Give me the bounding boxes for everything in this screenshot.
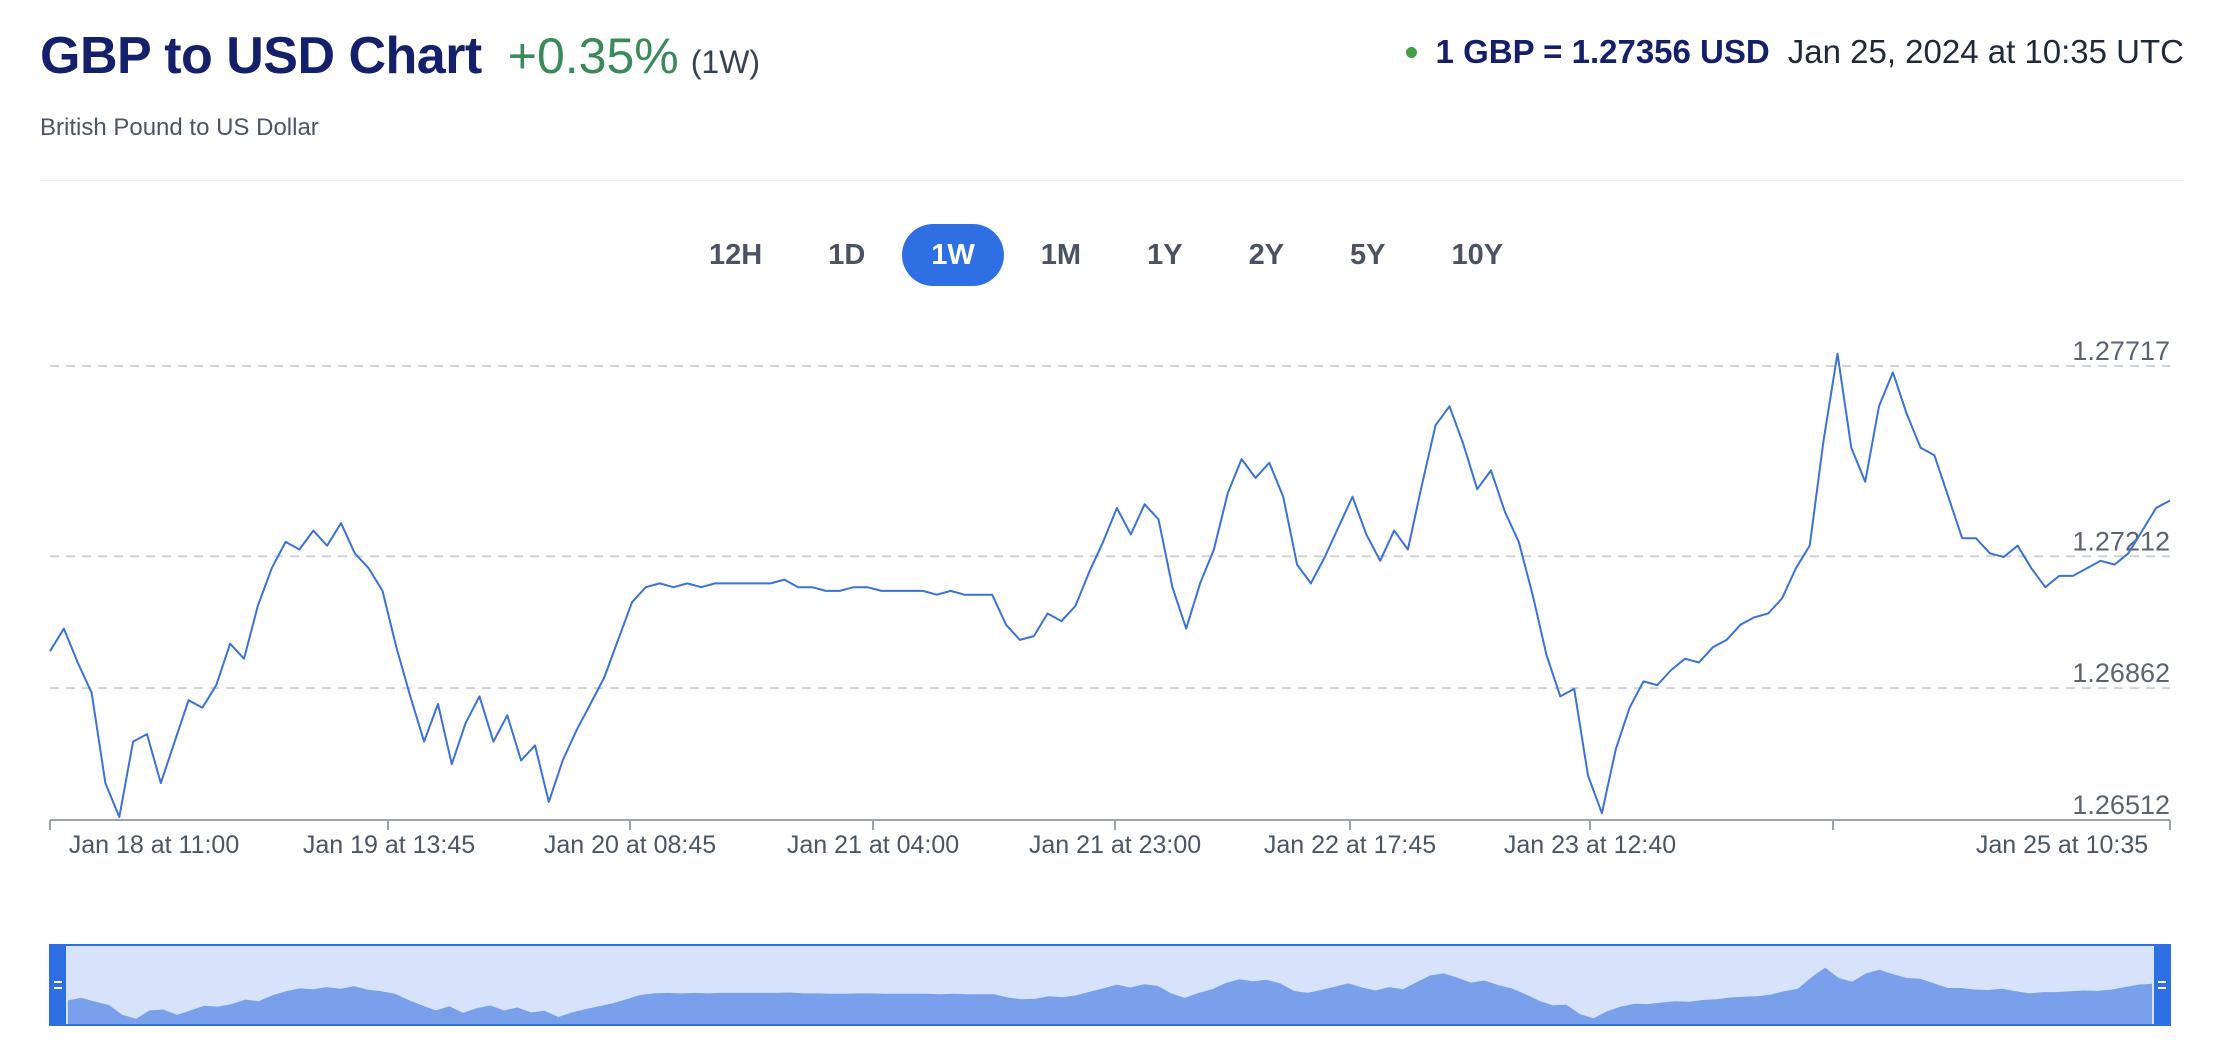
x-axis-ticks: Jan 18 at 11:00 Jan 19 at 13:45 Jan 20 at …: [49, 820, 2171, 859]
page-title: GBP to USD Chart: [40, 27, 482, 85]
range-tab-10y[interactable]: 10Y: [1451, 239, 1504, 271]
navigator-handle-left[interactable]: [50, 945, 66, 1025]
range-tab-5y[interactable]: 5Y: [1350, 239, 1386, 271]
title-row: GBP to USD Chart +0.35% (1W): [40, 26, 760, 88]
series-line-gbp-usd: [49, 352, 2171, 818]
x-tick-label: Jan 22 at 17:45: [1264, 831, 1436, 859]
change-period: (1W): [690, 44, 761, 80]
handle-bar[interactable]: [2154, 945, 2170, 1025]
range-tab-2y[interactable]: 2Y: [1248, 239, 1285, 271]
grid-lines: [50, 365, 2170, 690]
y-tick-label: 1.27212: [2072, 526, 2170, 556]
y-tick-label: 1.27717: [2072, 336, 2170, 366]
live-dot-icon: [1405, 46, 1417, 58]
y-tick-label: 1.26512: [2072, 790, 2170, 820]
change-percent: +0.35%: [507, 28, 679, 84]
x-tick-label: Jan 23 at 12:40: [1504, 831, 1676, 859]
page-subtitle: British Pound to US Dollar: [40, 114, 319, 141]
x-tick-label: Jan 20 at 08:45: [544, 831, 716, 859]
handle-bar[interactable]: [50, 945, 66, 1025]
navigator-handle-right[interactable]: [2154, 945, 2170, 1025]
y-tick-label: 1.26862: [2072, 658, 2170, 688]
range-tab-1d[interactable]: 1D: [828, 239, 866, 271]
rate-value: 1 GBP = 1.27356 USD: [1435, 33, 1770, 70]
x-tick-label: Jan 18 at 11:00: [69, 831, 240, 859]
header-divider: [40, 180, 2184, 181]
range-tab-12h[interactable]: 12H: [709, 239, 763, 271]
x-tick-label: Jan 25 at 10:35: [1976, 831, 2148, 859]
range-navigator[interactable]: [49, 944, 2171, 1026]
x-tick-label: Jan 21 at 23:00: [1029, 831, 1201, 859]
x-tick-label: Jan 19 at 13:45: [303, 831, 475, 859]
range-tab-1m[interactable]: 1M: [1040, 239, 1082, 271]
rate-timestamp: Jan 25, 2024 at 10:35 UTC: [1787, 33, 2184, 70]
range-tabs: 12H 1D 1W 1M 1Y 2Y 5Y 10Y: [680, 224, 1540, 286]
range-tab-1w[interactable]: 1W: [902, 224, 1004, 286]
y-axis-labels: 1.26512 1.26862 1.27212 1.27717: [2072, 336, 2170, 820]
range-tab-1y[interactable]: 1Y: [1147, 239, 1183, 271]
current-rate: 1 GBP = 1.27356 USD Jan 25, 2024 at 10:3…: [1405, 33, 2184, 71]
x-tick-label: Jan 21 at 04:00: [787, 831, 959, 859]
navigator-area: [68, 967, 2152, 1025]
